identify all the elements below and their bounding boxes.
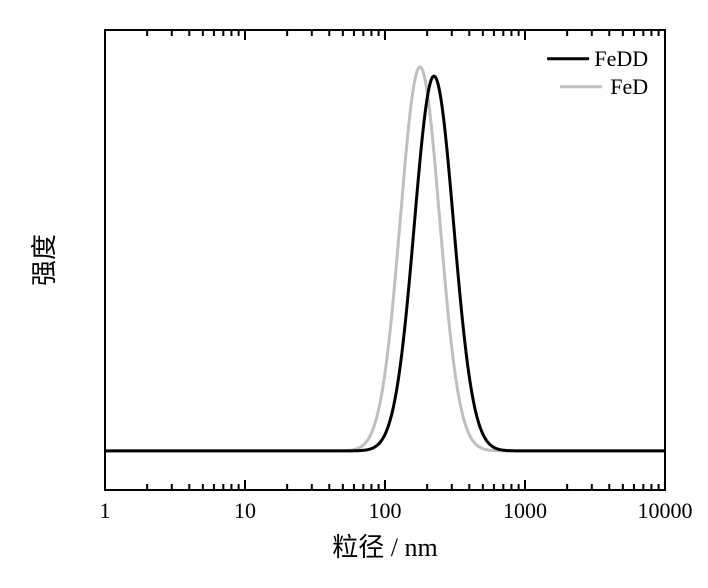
y-axis-label: 强度 [30,234,59,286]
x-tick-label: 1 [100,498,111,523]
x-tick-label: 10000 [638,498,693,523]
x-tick-label: 10 [234,498,256,523]
particle-size-distribution-chart: 1 10 100 1000 10000 粒径 / nm 强度 FeDD FeD [0,0,708,588]
x-tick-label: 100 [369,498,402,523]
x-axis-label: 粒径 / nm [332,533,437,562]
x-tick-label: 1000 [503,498,547,523]
legend-label-FeDD: FeDD [594,46,648,71]
legend-label-FeD: FeD [610,74,648,99]
